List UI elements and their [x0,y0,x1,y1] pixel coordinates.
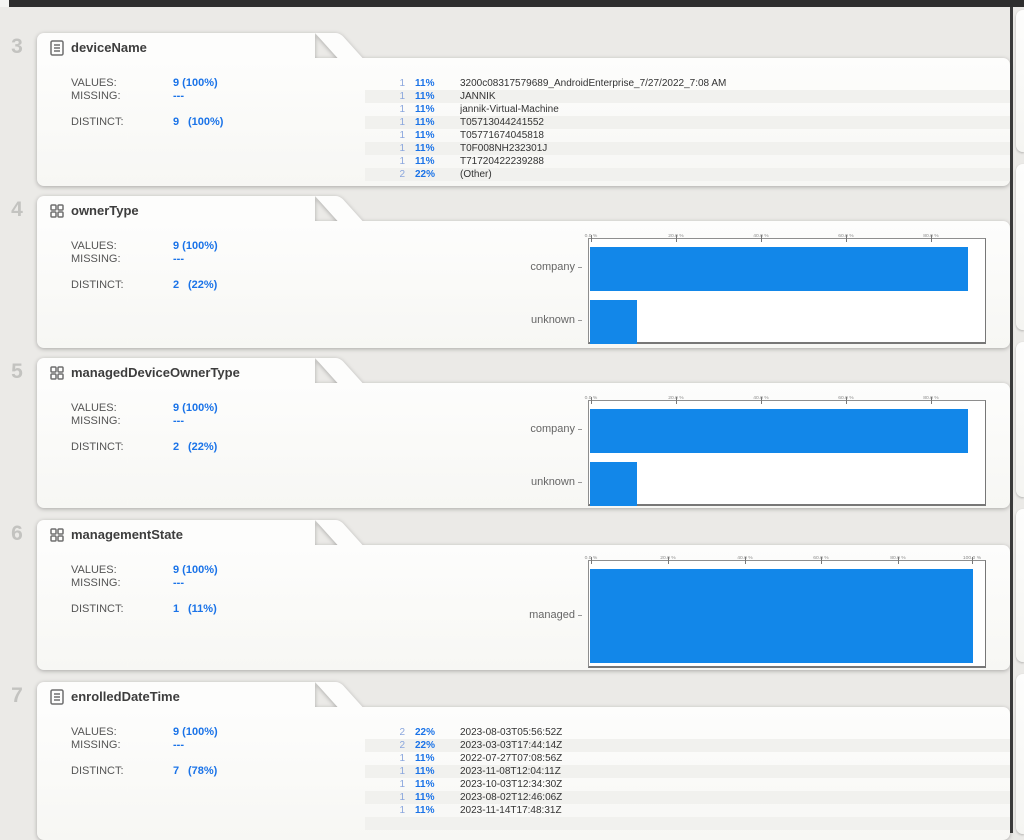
values-label: VALUES: [71,726,117,738]
document-icon [48,39,66,57]
missing-label: MISSING: [71,90,121,102]
column-index-5: 5 [11,360,23,383]
values-value: 9 (100%) [173,240,218,252]
bar-company[interactable] [590,409,969,453]
missing-label: MISSING: [71,739,121,751]
column-index-7: 7 [11,684,23,707]
distinct-count: 2 [173,279,180,291]
distinct-count: 2 [173,441,180,453]
value-row[interactable]: 1 11% 2023-11-08T12:04:11Z [365,765,1010,778]
value-frequency-list: 1 11% 3200c08317579689_AndroidEnterprise_7… [365,77,1010,181]
grid-icon [48,202,66,220]
missing-value: --- [173,739,184,751]
missing-label: MISSING: [71,253,121,265]
bar-unknown[interactable] [590,462,637,506]
value-row[interactable]: 1 11% 2022-07-27T07:08:56Z [399,753,563,764]
distinct-label: DISTINCT: [71,279,124,291]
value-row[interactable]: 1 11% T05713044241552 [365,116,1010,129]
column-index-6: 6 [11,522,23,545]
value-row[interactable]: 2 22% 2023-03-03T17:44:14Z [365,739,1010,752]
window-top-corner [0,0,9,7]
value-row[interactable]: 1 11% JANNIK [365,90,1010,103]
bar-chart-plot: 0.0 % 20.0 % 40.0 % 60.0 % 80.0 % [585,232,986,344]
category-label-unknown: unknown [520,314,582,327]
column-index-4: 4 [11,198,23,221]
value-row[interactable]: 1 11% 2023-08-02T12:46:06Z [365,791,1010,804]
distinct-pct: (78%) [188,765,218,777]
values-label: VALUES: [71,402,117,414]
document-icon [48,688,66,706]
distinct-count: 1 [173,603,180,615]
value-row[interactable]: 1 11% jannik-Virtual-Machine [399,104,559,115]
value-row[interactable]: 1 11% 3200c08317579689_AndroidEnterprise_7… [399,78,727,89]
window-right-edge [1010,0,1013,833]
values-value: 9 (100%) [173,564,218,576]
value-row[interactable]: 1 11% T0F008NH232301J [365,142,1010,155]
distinct-label: DISTINCT: [71,441,124,453]
profile-card-enrolledDateTime[interactable]: enrolledDateTime VALUES: 9 (100%) MISSING… [37,682,1010,840]
missing-label: MISSING: [71,577,121,589]
category-label-unknown: unknown [520,476,582,489]
value-row[interactable]: 1 11% T05771674045818 [399,130,544,141]
grid-icon [48,526,66,544]
missing-value: --- [173,253,184,265]
distinct-label: DISTINCT: [71,116,124,128]
column-title: ownerType [71,203,139,218]
distinct-count: 7 [173,765,180,777]
value-row[interactable]: 1 11% 2023-11-14T17:48:31Z [399,805,562,816]
grid-icon [48,364,66,382]
bar-chart-plot: 0.0 % 20.0 % 40.0 % 60.0 % 80.0 % 100.0 … [585,554,986,668]
values-value: 9 (100%) [173,77,218,89]
column-title: managementState [71,527,183,542]
distinct-pct: (11%) [188,603,217,615]
bar-chart-plot: 0.0 % 20.0 % 40.0 % 60.0 % 80.0 % [585,394,986,506]
value-row[interactable]: 2 22% 2023-08-03T05:56:52Z [399,727,563,738]
value-row[interactable]: 1 11% 2023-10-03T12:34:30Z [399,779,563,790]
value-frequency-list: 2 22% 2023-08-03T05:56:52Z 2 22% 2023-03-03T… [365,726,1010,830]
distinct-pct: (22%) [188,441,218,453]
column-title: enrolledDateTime [71,689,180,704]
next-column-card-sliver [1016,674,1024,834]
column-title: managedDeviceOwnerType [71,365,240,380]
bar-managed[interactable] [590,569,974,663]
profile-card-managedDeviceOwnerType[interactable]: managedDeviceOwnerType VALUES: 9 (100%) M… [37,358,1010,508]
profile-card-ownerType[interactable]: ownerType VALUES: 9 (100%) MISSING: --- DI… [37,196,1010,348]
missing-value: --- [173,90,184,102]
values-value: 9 (100%) [173,402,218,414]
values-label: VALUES: [71,77,117,89]
values-value: 9 (100%) [173,726,218,738]
profile-card-managementState[interactable]: managementState VALUES: 9 (100%) MISSING:… [37,520,1010,670]
column-index-3: 3 [11,35,23,58]
next-column-card-sliver [1016,10,1024,152]
category-label-managed: managed [520,609,582,622]
next-column-card-sliver [1016,164,1024,330]
distinct-label: DISTINCT: [71,603,124,615]
column-title: deviceName [71,40,147,55]
distinct-pct: (100%) [188,116,224,128]
category-label-company: company [520,423,582,436]
next-column-card-sliver [1016,509,1024,662]
distinct-count: 9 [173,116,180,128]
value-row[interactable]: 1 11% T71720422239288 [399,156,544,167]
missing-label: MISSING: [71,415,121,427]
values-label: VALUES: [71,564,117,576]
next-column-card-sliver [1016,342,1024,497]
category-label-company: company [520,261,582,274]
profile-card-deviceName[interactable]: deviceName VALUES: 9 (100%) MISSING: --- D… [37,33,1010,186]
bar-unknown[interactable] [590,300,637,344]
value-row-spacer [365,817,1010,830]
bar-company[interactable] [590,247,969,291]
missing-value: --- [173,415,184,427]
distinct-pct: (22%) [188,279,218,291]
values-label: VALUES: [71,240,117,252]
missing-value: --- [173,577,184,589]
distinct-label: DISTINCT: [71,765,124,777]
value-row-other[interactable]: 2 22% (Other) [365,168,1010,181]
window-top-edge [0,0,1024,7]
